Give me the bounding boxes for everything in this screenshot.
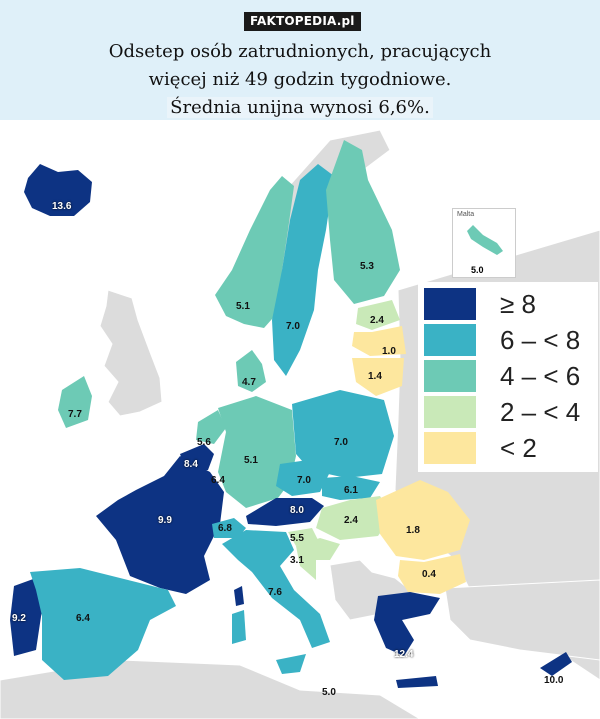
slovakia-shape <box>322 476 380 500</box>
denmark-shape <box>236 350 266 392</box>
austria-shape <box>246 498 324 526</box>
legend-row: ≥ 8 <box>424 288 598 320</box>
portugal-shape <box>10 578 42 656</box>
germany-shape <box>218 396 296 508</box>
label-bulgaria: 0.4 <box>422 569 436 580</box>
label-slovenia: 5.5 <box>290 533 304 544</box>
headline-line-1: Odsetep osób zatrudnionych, pracujących <box>108 41 492 62</box>
malta-inset-shape <box>467 225 503 255</box>
finland-shape <box>326 140 400 304</box>
legend-row: < 2 <box>424 432 598 464</box>
legend-label: 2 – < 4 <box>500 397 581 427</box>
legend-row: 6 – < 8 <box>424 324 598 356</box>
legend-swatch <box>424 288 476 320</box>
poland-shape <box>292 390 394 478</box>
label-estonia: 2.4 <box>370 315 384 326</box>
label-czechia: 7.0 <box>297 475 311 486</box>
label-belgium: 8.4 <box>184 459 198 470</box>
headline: Odsetep osób zatrudnionych, pracujących … <box>0 38 600 122</box>
romania-shape <box>376 480 470 560</box>
label-lithuania: 1.4 <box>368 371 382 382</box>
legend-row: 4 – < 6 <box>424 360 598 392</box>
label-denmark: 4.7 <box>242 377 256 388</box>
label-poland: 7.0 <box>334 437 348 448</box>
brand-badge: FAKTOPEDIA.pl <box>244 12 361 31</box>
sweden-shape <box>272 164 334 376</box>
label-netherlands: 5.6 <box>197 437 211 448</box>
cyprus-shape <box>540 652 572 676</box>
lithuania-shape <box>352 358 404 396</box>
sicily-shape <box>276 654 306 674</box>
france-shape <box>96 456 224 594</box>
header-banner: FAKTOPEDIA.pl Odsetep osób zatrudnionych… <box>0 0 600 120</box>
legend-label: < 2 <box>500 433 537 463</box>
ireland-shape <box>58 376 92 428</box>
headline-line-3: Średnia unijna wynosi 6,6%. <box>167 97 433 118</box>
greece-shape <box>374 592 440 656</box>
label-finland: 5.3 <box>360 261 374 272</box>
italy-shape <box>222 530 330 648</box>
label-portugal: 9.2 <box>12 613 26 624</box>
label-ireland: 7.7 <box>68 409 82 420</box>
legend-swatch <box>424 396 476 428</box>
bulgaria-shape <box>398 554 466 594</box>
iceland-shape <box>24 164 92 216</box>
label-germany: 5.1 <box>244 455 258 466</box>
label-italy: 7.6 <box>268 587 282 598</box>
legend-swatch <box>424 432 476 464</box>
label-cyprus: 10.0 <box>544 675 564 686</box>
label-luxembourg: 6.4 <box>211 475 225 486</box>
label-norway: 5.1 <box>236 301 250 312</box>
malta-inset: Malta 5.0 <box>452 208 516 278</box>
label-austria: 8.0 <box>290 505 304 516</box>
turkey-shape <box>444 579 600 661</box>
legend-label: ≥ 8 <box>500 289 536 319</box>
czechia-shape <box>276 460 330 496</box>
legend-label: 4 – < 6 <box>500 361 581 391</box>
label-spain: 6.4 <box>76 613 90 624</box>
label-romania: 1.8 <box>406 525 420 536</box>
estonia-shape <box>356 300 400 330</box>
label-malta-south: 5.0 <box>322 687 336 698</box>
legend: ≥ 8 6 – < 8 4 – < 6 2 – < 4 < 2 <box>418 282 598 472</box>
spain-shape <box>30 568 176 680</box>
headline-line-2: więcej niż 49 godzin tygodniowe. <box>148 69 452 90</box>
hungary-shape <box>316 496 392 540</box>
switzerland-shape <box>212 518 246 538</box>
label-croatia: 3.1 <box>290 555 304 566</box>
malta-inset-value: 5.0 <box>471 265 484 275</box>
sardinia-shape <box>232 610 246 644</box>
malta-inset-title: Malta <box>457 211 475 218</box>
crete-shape <box>396 676 438 688</box>
label-iceland: 13.6 <box>52 201 72 212</box>
malta-inset-svg <box>467 225 503 255</box>
europe-map: 13.6 5.1 7.0 5.3 2.4 1.0 1.4 4.7 7.7 5.6… <box>0 120 600 719</box>
label-sweden: 7.0 <box>286 321 300 332</box>
legend-swatch <box>424 360 476 392</box>
legend-row: 2 – < 4 <box>424 396 598 428</box>
label-hungary: 2.4 <box>344 515 358 526</box>
label-slovakia: 6.1 <box>344 485 358 496</box>
label-france: 9.9 <box>158 515 172 526</box>
latvia-shape <box>352 326 406 356</box>
croatia-shape <box>296 538 340 580</box>
label-switzerland: 6.8 <box>218 523 232 534</box>
label-latvia: 1.0 <box>382 346 396 357</box>
netherlands-shape <box>196 410 226 444</box>
legend-label: 6 – < 8 <box>500 325 581 355</box>
uk-shape <box>99 289 163 417</box>
norway-shape <box>215 176 294 328</box>
legend-swatch <box>424 324 476 356</box>
corsica-shape <box>234 586 244 606</box>
label-greece: 12.4 <box>394 649 414 660</box>
